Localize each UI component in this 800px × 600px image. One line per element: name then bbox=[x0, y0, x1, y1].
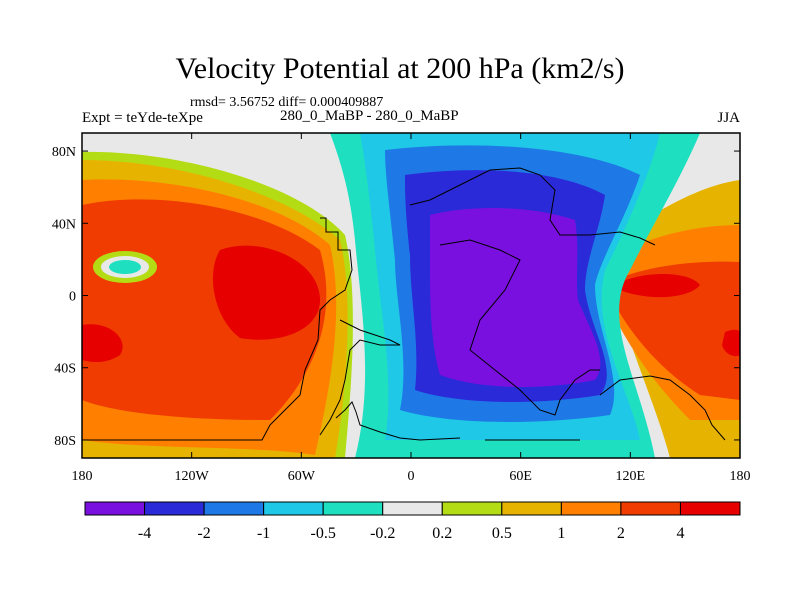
colorbar-swatch bbox=[679, 501, 741, 516]
colorbar-label: 1 bbox=[557, 525, 565, 542]
x-tick-label: 180 bbox=[72, 469, 93, 484]
axes: 180 120W 60W 0 60E 120E 180 80N 40N 0 40S 80S bbox=[52, 133, 751, 484]
colorbar-label: 2 bbox=[617, 525, 625, 542]
contour-band-east-red bbox=[620, 274, 700, 298]
x-tick-label: 120W bbox=[175, 469, 210, 484]
colorbar-label: 0.2 bbox=[432, 525, 452, 542]
colorbar-swatch bbox=[620, 501, 681, 516]
contour-band-red-center bbox=[212, 245, 320, 340]
colorbar-swatch bbox=[84, 501, 146, 516]
coastline-antarctic-a bbox=[335, 401, 461, 441]
y-tick-label: 80S bbox=[54, 434, 76, 449]
colorbar-label: 4 bbox=[676, 525, 684, 542]
chart-title: Velocity Potential at 200 hPa (km2/s) bbox=[175, 52, 625, 85]
colorbar-swatch bbox=[501, 501, 562, 516]
contour-band-east-red-orange bbox=[605, 261, 740, 400]
x-tick-label: 120E bbox=[616, 469, 646, 484]
colorbar: -4 -2 -1 -0.5 -0.2 0.2 0.5 1 2 4 bbox=[84, 501, 741, 542]
y-tick-label: 40S bbox=[54, 362, 76, 377]
x-tick-label: 0 bbox=[408, 469, 415, 484]
case-label: 280_0_MaBP - 280_0_MaBP bbox=[280, 108, 459, 124]
coastline-america bbox=[82, 217, 353, 441]
y-tick-label: 0 bbox=[69, 290, 76, 305]
colorbar-label: -4 bbox=[138, 525, 151, 542]
coastline-south-america bbox=[319, 319, 401, 436]
y-tick-label: 80N bbox=[52, 145, 76, 160]
x-tick-label: 60W bbox=[288, 469, 316, 484]
colorbar-swatch bbox=[441, 501, 503, 516]
x-tick-label: 60E bbox=[509, 469, 532, 484]
stats-label: rmsd= 3.56752 diff= 0.000409887 bbox=[190, 95, 384, 110]
colorbar-swatch bbox=[382, 501, 443, 516]
contour-field bbox=[82, 133, 740, 458]
colorbar-label: -1 bbox=[257, 525, 270, 542]
contour-band-east-red-2 bbox=[722, 329, 740, 357]
y-tick-label: 40N bbox=[52, 217, 76, 232]
x-tick-label: 180 bbox=[730, 469, 751, 484]
coastline-africa-europe bbox=[409, 167, 656, 246]
colorbar-label: 0.5 bbox=[492, 525, 512, 542]
season-label: JJA bbox=[717, 110, 740, 126]
colorbar-swatch bbox=[203, 501, 265, 516]
colorbar-label: -2 bbox=[197, 525, 210, 542]
colorbar-swatch bbox=[263, 501, 324, 516]
contour-band-red-west bbox=[82, 324, 123, 363]
colorbar-swatch bbox=[560, 501, 622, 516]
colorbar-swatch bbox=[322, 501, 384, 516]
colorbar-label: -0.2 bbox=[370, 525, 395, 542]
colorbar-swatch bbox=[144, 501, 205, 516]
experiment-label: Expt = teYde-teXpe bbox=[82, 110, 203, 126]
coastline-australia bbox=[599, 375, 726, 441]
colorbar-label: -0.5 bbox=[311, 525, 336, 542]
contour-ring-center bbox=[109, 260, 141, 274]
coastline-asia bbox=[439, 239, 600, 416]
coastlines bbox=[82, 167, 726, 441]
